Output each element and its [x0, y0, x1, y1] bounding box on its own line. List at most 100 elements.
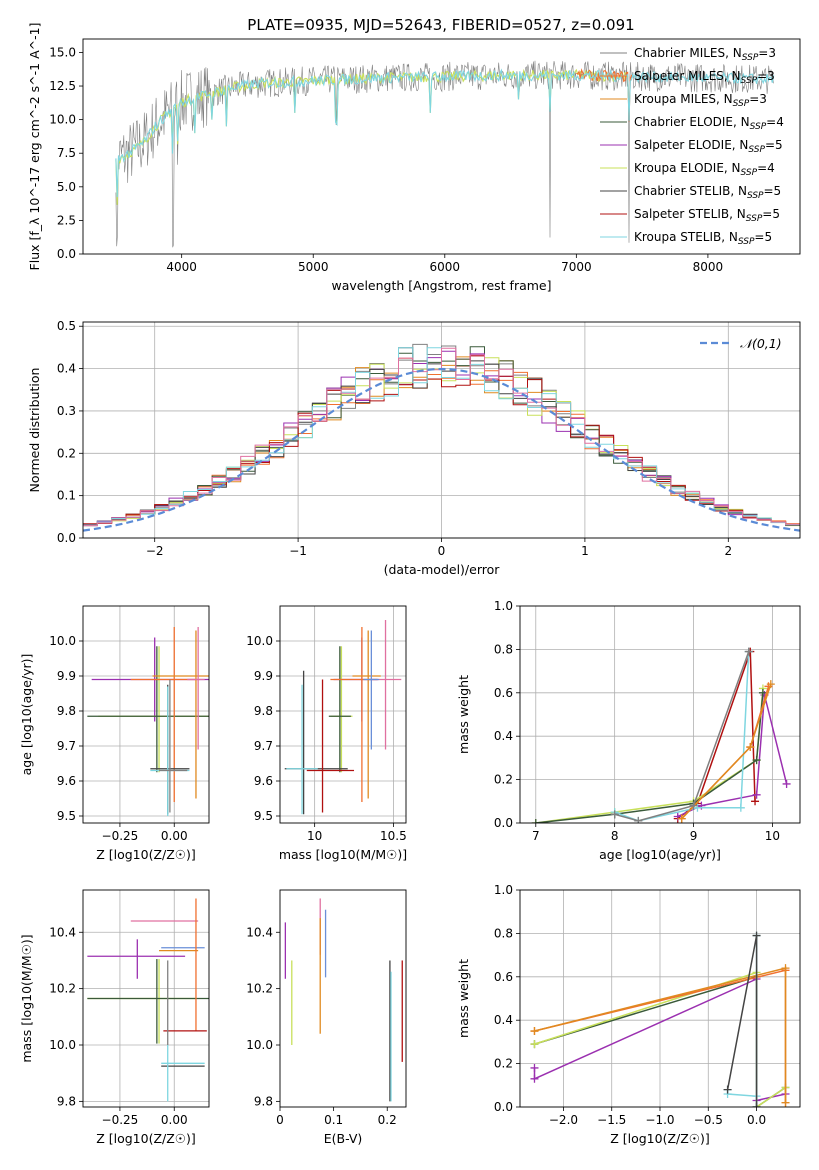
x-tick-label: 9 — [690, 829, 698, 843]
y-tick-label: 0.6 — [494, 686, 513, 700]
x-tick-label: 1 — [581, 544, 589, 558]
axes-frame — [82, 605, 210, 824]
x-tick-label: 0.2 — [378, 1113, 397, 1127]
plot-area — [87, 898, 209, 1102]
x-tick-label: 10 — [765, 829, 780, 843]
x-tick-label: 10.5 — [380, 829, 407, 843]
axes-frame — [82, 889, 210, 1108]
y-tick-label: 0.8 — [494, 642, 513, 656]
mass_vs_EBV-panel: 0 0.1 0.2 9.8 10.0 10.4 10.2 E(B-V) — [246, 889, 407, 1146]
x-tick-label: 10 — [307, 829, 322, 843]
legend-entry: Salpeter STELIB, NSSP=5 — [634, 207, 780, 224]
age_vs_mass-panel: 10 10.5 9.5 9.6 9.7 9.8 9.9 10.0 mass [log10(M/M… — [246, 605, 407, 862]
model-spectrum-line — [115, 68, 775, 198]
errorbar-point — [130, 627, 196, 802]
x-tick-label: −0.25 — [102, 1113, 139, 1127]
errorbar-point — [87, 939, 186, 979]
legend-subscript: SSP — [750, 122, 767, 132]
axes-frame — [82, 321, 801, 539]
x-tick-label: 4000 — [166, 260, 197, 274]
legend-value: =5 — [764, 184, 782, 198]
errorbar-point — [328, 646, 351, 773]
x-tick-label: −1 — [289, 544, 307, 558]
weight-point-marker — [744, 647, 753, 656]
legend-value: =5 — [762, 207, 780, 221]
model-spectrum-line — [576, 68, 633, 122]
plot-area — [87, 627, 209, 816]
x-tick-label: 0.0 — [747, 1113, 766, 1127]
errorbar-point — [330, 646, 353, 773]
weight-point-marker — [723, 1085, 732, 1094]
legend-value: =4 — [766, 115, 784, 129]
y-tick-label: 9.9 — [254, 669, 273, 683]
errorbar-point — [187, 627, 205, 750]
y-tick-label: 0.4 — [494, 1013, 513, 1027]
x-tick-label: 8000 — [693, 260, 724, 274]
y-tick-label: 0.4 — [494, 729, 513, 743]
y-tick-label: 12.5 — [49, 79, 76, 93]
weight-point-marker — [766, 680, 775, 689]
y-tick-label: 9.8 — [254, 1094, 273, 1108]
weight-point-marker — [781, 964, 790, 973]
residual-histogram-step — [83, 355, 800, 526]
legend-entry: Chabrier STELIB, NSSP=5 — [634, 184, 781, 201]
y-tick-label: 0.8 — [494, 926, 513, 940]
x-axis-label: wavelength [Angstrom, rest frame] — [331, 278, 551, 293]
y-tick-label: 9.7 — [254, 739, 273, 753]
x-tick-label: 6000 — [430, 260, 461, 274]
legend-subscript: SSP — [741, 76, 758, 86]
x-tick-label: −2.0 — [549, 1113, 578, 1127]
weight-point-marker — [782, 779, 791, 788]
weight-point-marker — [781, 1098, 790, 1107]
legend-value: =5 — [765, 138, 783, 152]
y-tick-label: 10.0 — [246, 634, 273, 648]
y-tick-label: 0.6 — [494, 970, 513, 984]
weight-point-marker — [530, 1063, 539, 1072]
axes-frame — [519, 889, 801, 1108]
grid — [280, 606, 406, 823]
weight-point-marker — [752, 756, 761, 765]
y-axis-label: Flux [f_λ 10^-17 erg cm^-2 s^-1 A^-1] — [27, 23, 42, 271]
residuals-panel: −2 −1 0 1 2 0.0 0.1 0.2 0.3 0.4 0.5 (data-model)/er… — [27, 319, 801, 577]
y-tick-label: 10.0 — [246, 1038, 273, 1052]
legend-subscript: SSP — [742, 53, 759, 63]
legend-entry: Chabrier ELODIE, NSSP=4 — [634, 115, 784, 132]
x-axis-label: mass [log10(M/M☉)] — [279, 847, 407, 862]
legend-entry: Chabrier MILES, NSSP=3 — [634, 46, 776, 63]
massweight_vs_age-panel: 7 8 9 10 0.0 0.2 0.4 0.6 0.8 1.0 age [log10(age/yr… — [456, 599, 801, 862]
y-tick-label: 0.4 — [57, 362, 76, 376]
legend-value: =3 — [757, 69, 775, 83]
y-tick-label: 0.0 — [494, 1100, 513, 1114]
x-axis-label: Z [log10(Z/Z☉)] — [96, 847, 196, 862]
observed-spectrum-line — [115, 60, 774, 248]
y-tick-label: 9.8 — [57, 1094, 76, 1108]
y-axis-label: mass weight — [456, 959, 471, 1038]
weight-point-marker — [736, 803, 745, 812]
weight-point-marker — [531, 819, 540, 823]
y-tick-label: 0.0 — [57, 247, 76, 261]
y-tick-label: 9.8 — [254, 704, 273, 718]
weight-point-marker — [677, 814, 686, 823]
weight-point-marker — [634, 816, 643, 823]
weight-point-marker — [752, 1103, 761, 1107]
y-tick-label: 5.0 — [57, 180, 76, 194]
y-tick-label: 1.0 — [494, 883, 513, 897]
y-tick-label: 10.2 — [246, 982, 273, 996]
weight-point-marker — [752, 790, 761, 799]
axes-frame — [279, 889, 407, 1108]
y-tick-label: 9.6 — [57, 774, 76, 788]
y-tick-label: 10.0 — [49, 634, 76, 648]
y-axis-label: age [log10(age/yr)] — [19, 654, 34, 776]
spectrum-panel: 4000 5000 6000 7000 8000 0.0 2.5 5.0 7.5 10.0 12.5… — [27, 23, 801, 293]
x-tick-label: 7 — [532, 829, 540, 843]
x-tick-label: 5000 — [298, 260, 329, 274]
legend-subscript: SSP — [746, 214, 763, 224]
y-tick-label: 0.0 — [494, 816, 513, 830]
y-axis-label: mass [log10(M/M☉)] — [19, 934, 34, 1062]
legend-value: =3 — [758, 46, 776, 60]
plot-area — [284, 620, 402, 815]
legend-subscript: SSP — [747, 191, 764, 201]
grid — [83, 606, 209, 823]
plot-area — [115, 60, 775, 248]
weight-point-marker — [530, 1027, 539, 1036]
